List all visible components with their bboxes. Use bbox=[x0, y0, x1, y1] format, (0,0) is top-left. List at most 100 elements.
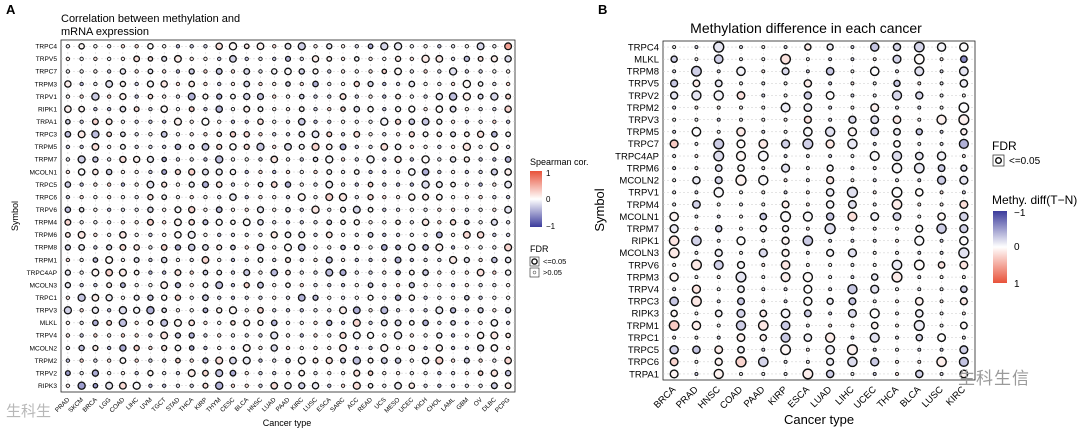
bubble-mcoln3-read bbox=[367, 282, 374, 289]
y-tick-trpm4: TRPM4 bbox=[627, 200, 659, 211]
bubble-trpv1-pcpg bbox=[505, 93, 512, 100]
bubble-ripk3-brca bbox=[670, 309, 678, 318]
bubble-trpm5-read bbox=[368, 144, 373, 150]
bubble-trpv1-kirc bbox=[298, 93, 305, 100]
bubble-trpv6-chol bbox=[437, 207, 442, 212]
bubble-trpm4-skcm bbox=[79, 220, 84, 225]
bubble-trpc4ap-coad bbox=[118, 268, 127, 277]
bubble-trpc4-thca bbox=[892, 42, 902, 52]
bubble-trpm8-coad bbox=[736, 66, 746, 77]
bubble-trpc6-lihc bbox=[134, 194, 139, 200]
bubble-mcoln2-kirp bbox=[203, 345, 208, 351]
bubble-trpm8-blca bbox=[244, 245, 249, 250]
bubble-mcoln1-sarc bbox=[340, 169, 346, 175]
bubble-trpc3-lgg bbox=[106, 131, 113, 138]
bubble-trpm8-thym bbox=[216, 244, 223, 251]
bubble-trpc3-brca bbox=[669, 296, 680, 307]
bubble-ripk3-chol bbox=[437, 383, 442, 388]
bubble-mlkl-paad bbox=[285, 320, 291, 326]
bubble-trpv3-prad bbox=[694, 117, 699, 122]
bubble-trpm2-kirc bbox=[297, 356, 306, 365]
bubble-trpc4ap-prad bbox=[64, 269, 72, 276]
bubble-trpm6-acc bbox=[354, 232, 359, 238]
bubble-trpv1-uvm bbox=[147, 93, 154, 100]
bubble-trpv5-lusc bbox=[311, 55, 320, 63]
bubble-trpm7-thca bbox=[189, 157, 194, 162]
bubble-trpv1-blca bbox=[914, 187, 924, 197]
bubble-mcoln2-ucec bbox=[408, 344, 416, 352]
bubble-trpm5-hnsc bbox=[256, 142, 265, 152]
bubble-ripk1-esca bbox=[327, 106, 332, 112]
bubble-trpm5-luad bbox=[272, 144, 277, 150]
bubble-trpc1-uvm bbox=[147, 294, 154, 301]
y-tick-trpc4ap: TRPC4AP bbox=[615, 151, 659, 162]
bubble-mcoln3-cesc bbox=[230, 282, 236, 288]
bubble-trpc7-lihc bbox=[134, 69, 139, 74]
bubble-trpv3-kirc bbox=[299, 308, 304, 313]
bubble-trpv2-kirc bbox=[298, 369, 306, 377]
bubble-trpv3-stad bbox=[175, 308, 181, 313]
bubble-trpc4ap-paad bbox=[757, 150, 769, 162]
bubble-trpm8-uvm bbox=[148, 245, 153, 250]
bubble-mcoln3-blca bbox=[917, 250, 922, 255]
bubble-trpa1-skcm bbox=[79, 119, 84, 124]
bubble-trpm4-cesc bbox=[230, 219, 236, 226]
bubble-trpa1-tgct bbox=[162, 119, 167, 124]
bubble-trpv5-ucec bbox=[409, 56, 414, 62]
x-tick-read: READ bbox=[357, 396, 375, 414]
bubble-ripk1-luad bbox=[828, 238, 833, 243]
bubble-mcoln3-luad bbox=[826, 248, 835, 257]
x-tick-paad: PAAD bbox=[275, 396, 292, 413]
bubble-trpv6-thca bbox=[891, 259, 903, 271]
bubble-trpv2-lihc bbox=[134, 370, 139, 376]
x-tick-tgct: TGCT bbox=[151, 396, 168, 413]
x-tick-luad: LUAD bbox=[261, 396, 278, 413]
bubble-trpv1-coad bbox=[739, 190, 743, 195]
bubble-trpm1-ucec bbox=[409, 257, 414, 263]
bubble-trpm7-lgg bbox=[107, 157, 112, 162]
panel-a-y-tick-labels: TRPC4 TRPV5 TRPC7 TRPM3 TRPV1 RIPK1 TRPA1 TRPC3… bbox=[27, 44, 58, 390]
bubble-trpc4ap-lusc bbox=[313, 270, 318, 275]
bubble-trpv4-hnsc bbox=[258, 333, 263, 338]
bubble-trpm1-dlbc bbox=[491, 256, 498, 264]
bubble-trpc6-thym bbox=[217, 194, 222, 200]
bubble-trpc3-blca bbox=[914, 296, 924, 306]
bubble-trpm3-thym bbox=[217, 81, 222, 87]
bubble-ripk3-cesc bbox=[230, 383, 236, 388]
bubble-trpc1-luad bbox=[824, 332, 836, 343]
bubble-trpc6-ucs bbox=[382, 194, 387, 200]
bubble-trpm4-esca bbox=[326, 219, 333, 226]
y-tick-trpc7: TRPC7 bbox=[35, 69, 57, 76]
bubble-trpc7-luad bbox=[270, 68, 278, 75]
bubble-trpv2-read bbox=[367, 370, 374, 376]
bubble-trpv6-kirc bbox=[959, 260, 969, 270]
bubble-ripk3-kirc bbox=[961, 311, 966, 316]
bubble-trpm4-ucec bbox=[409, 220, 414, 225]
bubble-trpc6-kirc bbox=[297, 193, 306, 202]
bubble-trpc5-paad bbox=[761, 347, 766, 352]
bubble-trpv3-laml bbox=[449, 307, 457, 314]
bubble-trpv1-prad bbox=[694, 190, 699, 195]
bubble-trpm1-kich bbox=[423, 257, 428, 263]
bubble-trpm1-ucec bbox=[870, 321, 879, 330]
bubble-ripk1-prad bbox=[691, 235, 702, 247]
bubble-trpm1-kirc bbox=[299, 257, 304, 263]
bubble-ripk3-ucec bbox=[408, 382, 416, 390]
bubble-mcoln3-kirc bbox=[958, 247, 970, 259]
bubble-trpm3-sarc bbox=[340, 81, 346, 87]
bubble-trpm5-chol bbox=[437, 144, 442, 150]
bubble-trpc4ap-lgg bbox=[105, 268, 114, 277]
bubble-trpc1-kich bbox=[423, 295, 428, 300]
bubble-trpm1-coad bbox=[120, 257, 126, 263]
bubble-trpc4ap-esca bbox=[325, 268, 334, 277]
bubble-trpc4ap-chol bbox=[437, 270, 442, 275]
bubble-trpc5-thca bbox=[895, 347, 899, 352]
bubble-trpv4-hnsc bbox=[716, 287, 721, 292]
bubble-trpm5-stad bbox=[174, 143, 182, 151]
bubble-trpm3-prad bbox=[694, 275, 699, 280]
bubble-trpc4ap-gbm bbox=[464, 270, 469, 275]
bubble-trpv3-esca bbox=[803, 115, 812, 124]
bubble-trpv1-hnsc bbox=[713, 187, 724, 198]
bubble-trpv3-skcm bbox=[79, 308, 84, 313]
bubble-trpc7-acc bbox=[354, 69, 359, 74]
